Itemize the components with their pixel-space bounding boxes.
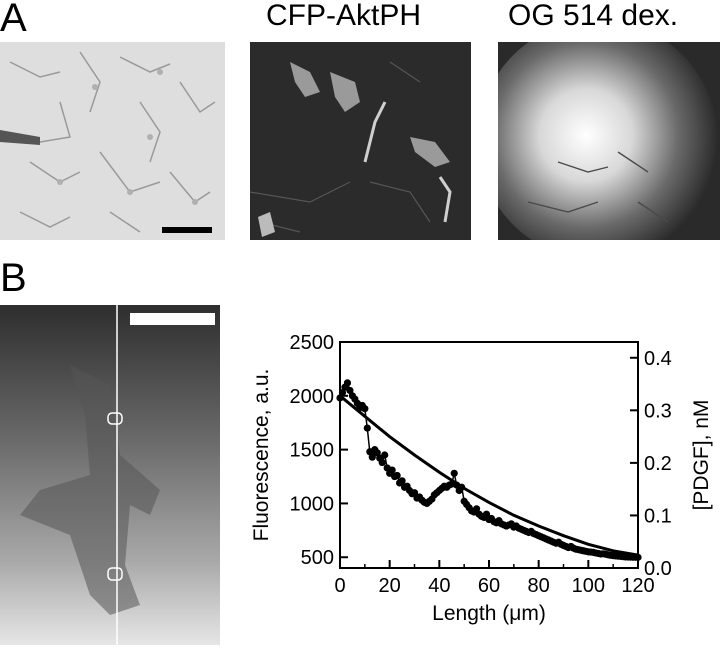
measured-point bbox=[343, 379, 352, 387]
fluorescence-profile-chart: 0 20 40 60 80 100 120 500 1000 1500 2000 2500 0.0 0.1… bbox=[240, 320, 720, 645]
y2-tick-label: 0.1 bbox=[644, 505, 672, 527]
x-tick-label: 100 bbox=[572, 575, 605, 597]
measured-point bbox=[346, 386, 354, 395]
measured-point bbox=[381, 451, 389, 459]
measured-point bbox=[410, 489, 419, 497]
x-tick-label: 20 bbox=[379, 575, 401, 597]
cfp-aktph-micrograph bbox=[250, 42, 471, 240]
measured-point bbox=[373, 449, 381, 457]
roi-marker-bottom bbox=[107, 567, 123, 581]
scale-bar-b bbox=[130, 313, 215, 325]
measured-point bbox=[398, 477, 406, 485]
x-tick-label: 80 bbox=[528, 575, 550, 597]
y-axis-label: Fluorescence, a.u. bbox=[250, 369, 273, 542]
brightfield-cells-drawing bbox=[0, 42, 225, 240]
x-tick-label: 40 bbox=[428, 575, 450, 597]
y-tick-label: 2500 bbox=[290, 332, 335, 354]
measured-point bbox=[450, 469, 458, 477]
x-tick-label: 120 bbox=[621, 575, 654, 597]
y-tick-label: 2000 bbox=[290, 386, 335, 408]
y2-tick-label: 0.4 bbox=[644, 348, 672, 370]
y2-tick-label: 0.3 bbox=[644, 400, 672, 422]
y-tick-label: 500 bbox=[301, 547, 334, 569]
measured-point bbox=[482, 510, 491, 518]
panel-a-label: A bbox=[0, 0, 27, 40]
cfp-cells-drawing bbox=[250, 42, 471, 240]
measured-point bbox=[378, 458, 386, 467]
y2-axis-label: [PDGF], nM bbox=[690, 400, 713, 511]
x-axis-label: Length (μm) bbox=[432, 602, 546, 625]
roi-marker-top bbox=[107, 412, 123, 425]
measured-point bbox=[393, 471, 401, 480]
fit-series-line bbox=[339, 394, 639, 557]
scale-bar-a bbox=[162, 227, 212, 233]
measured-point bbox=[368, 453, 376, 461]
x-tick-label: 0 bbox=[334, 575, 345, 597]
y2-tick-label: 0.0 bbox=[644, 558, 672, 580]
brightfield-micrograph bbox=[0, 42, 225, 240]
panel-b-micrograph bbox=[0, 305, 220, 645]
measured-point bbox=[363, 424, 371, 432]
chart-svg: 0 20 40 60 80 100 120 500 1000 1500 2000 2500 0.0 0.1… bbox=[250, 332, 713, 625]
panel-b-label: B bbox=[0, 256, 27, 300]
og-514-dex-micrograph bbox=[498, 42, 720, 240]
cfp-aktph-title: CFP-AktPH bbox=[266, 0, 422, 32]
y-tick-label: 1000 bbox=[290, 493, 335, 515]
measured-point bbox=[472, 505, 481, 513]
y-tick-label: 1500 bbox=[290, 440, 335, 462]
line-scan-drawing bbox=[0, 305, 220, 645]
og-514-dex-title: OG 514 dex. bbox=[508, 0, 679, 32]
y2-tick-label: 0.2 bbox=[644, 453, 672, 475]
measured-point bbox=[388, 466, 396, 474]
x-tick-label: 60 bbox=[478, 575, 500, 597]
measured-point bbox=[361, 405, 369, 413]
measured-point bbox=[338, 388, 347, 397]
og-dye-drawing bbox=[498, 42, 720, 240]
